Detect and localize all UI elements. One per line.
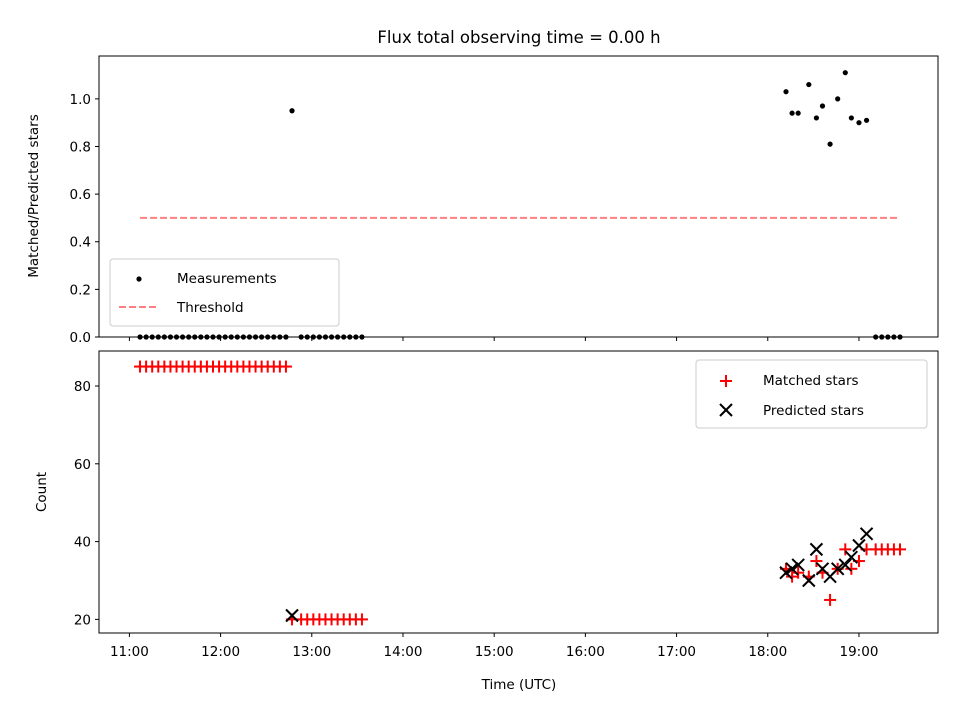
measurement-point (848, 115, 854, 121)
matched-star-point (845, 562, 858, 575)
ratio-plot-marks (137, 70, 903, 340)
x-tick-label: 19:00 (840, 644, 879, 660)
measurement-point (863, 117, 870, 123)
matched-star-point (810, 555, 823, 568)
measurement-point (842, 70, 848, 76)
matched-star-point (792, 566, 805, 579)
ratio-legend-box (109, 258, 340, 327)
predicted-star-point (779, 566, 793, 580)
predicted-star-point (838, 558, 852, 572)
x-tick-label: 11:00 (110, 644, 149, 660)
x-tick-label: 16:00 (566, 644, 605, 660)
predicted-star-point (844, 550, 859, 564)
ratio-axes: 0.0 0.2 0.4 0.6 0.8 1.0 (70, 55, 939, 346)
measurement-point (795, 110, 801, 116)
x-tick-label: 18:00 (748, 644, 787, 660)
legend-matched-marker (720, 375, 732, 387)
y-tick-label: 1.0 (70, 92, 91, 108)
predicted-star-point (791, 558, 805, 572)
predicted-star-point (285, 608, 299, 623)
measurement-point (856, 120, 862, 126)
legend-measurements-marker (136, 276, 142, 282)
legend-measurements-label: Measurements (177, 271, 277, 287)
measurement-point (827, 141, 833, 147)
y-tick-label: 80 (74, 379, 91, 395)
ratio-y-axis-label: Matched/Predicted stars (26, 114, 42, 277)
measurement-point (789, 110, 795, 116)
y-tick-label: 0.4 (70, 235, 91, 251)
measurement-point (289, 108, 295, 114)
axes-frame (98, 350, 939, 634)
measurement-point (783, 89, 789, 95)
measurement-point (835, 96, 841, 102)
x-tick-label: 12:00 (201, 644, 240, 660)
count-y-axis-label: Count (34, 472, 50, 512)
axes-frame (98, 55, 939, 338)
x-tick-label: 15:00 (475, 644, 514, 660)
matched-star-point (839, 543, 852, 556)
count-axes: 20 40 60 80 11:00 12:00 13:00 14:00 15:00 16:00 17… (74, 350, 939, 660)
ratio-legend: Measurements Threshold (109, 258, 340, 327)
y-tick-label: 20 (74, 612, 91, 628)
x-tick-label: 17:00 (657, 644, 696, 660)
matched-star-point (355, 613, 368, 626)
legend-predicted-marker (719, 403, 733, 417)
plot-area (134, 360, 907, 626)
y-tick-label: 0.6 (70, 187, 91, 203)
measurement-point (813, 115, 820, 121)
y-tick-label: 60 (74, 457, 91, 473)
matched-star-point (279, 360, 292, 373)
y-tick-label: 0.2 (70, 282, 91, 298)
count-legend: Matched stars Predicted stars (695, 359, 928, 429)
matched-star-point (894, 543, 907, 556)
x-tick-label: 14:00 (384, 644, 423, 660)
predicted-star-point (852, 538, 866, 553)
measurement-point (806, 81, 812, 88)
x-axis-label: Time (UTC) (481, 677, 557, 693)
y-tick-label: 0.8 (70, 139, 91, 155)
chart-title: Flux total observing time = 0.00 h (377, 28, 660, 47)
legend-threshold-label: Threshold (176, 300, 244, 316)
count-panel: 20 40 60 80 11:00 12:00 13:00 14:00 15:00 16:00 17… (34, 350, 939, 693)
x-tick-label: 13:00 (292, 644, 331, 660)
measurement-point (819, 103, 826, 109)
y-tick-label: 40 (74, 535, 91, 551)
count-legend-box (695, 359, 928, 429)
predicted-star-point (802, 573, 816, 588)
matched-star-point (824, 593, 837, 606)
y-tick-label: 0.0 (70, 330, 91, 346)
legend-predicted-label: Predicted stars (763, 403, 864, 419)
predicted-star-point (859, 527, 874, 541)
predicted-star-point (785, 562, 799, 576)
predicted-star-point (809, 542, 824, 557)
matched-star-point (786, 570, 799, 583)
plot-area (137, 70, 903, 340)
legend-matched-label: Matched stars (763, 373, 859, 389)
count-plot-marks (134, 360, 907, 626)
predicted-star-point (830, 562, 845, 576)
ratio-panel: Flux total observing time = 0.00 h 0.00.… (26, 28, 939, 346)
